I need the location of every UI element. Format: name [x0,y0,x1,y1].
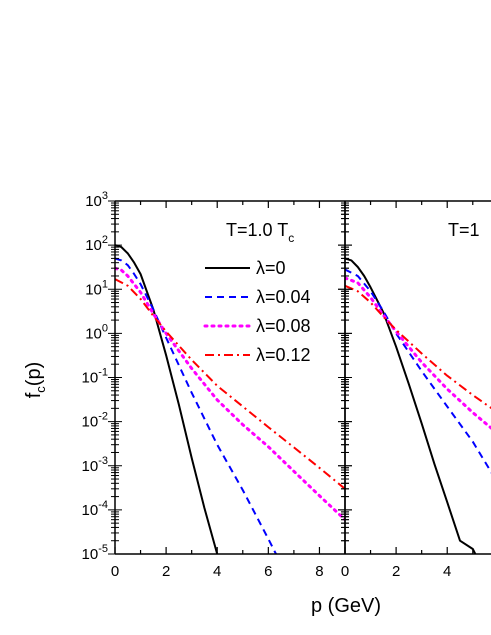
y-tick-label: 10-1 [82,367,108,387]
x-tick-label: 4 [443,563,451,580]
series-line-panel-2---0.08 [345,276,491,430]
y-tick-label: 102 [85,234,108,254]
x-tick-label: 8 [315,563,323,580]
y-axis-title-sub: c [33,386,48,393]
y-tick-label: 101 [85,278,108,298]
legend-entry-lambda-0: λ=0 [205,258,286,278]
series-line-panel-2---0.04 [345,268,491,474]
x-axis-title: p (GeV) [311,595,381,617]
series-line-panel-2---0.12 [345,284,491,410]
x-tick-label: 6 [264,563,272,580]
panel-1-series [115,244,345,554]
legend-label-lambda-0.04: λ=0.04 [256,287,311,307]
legend-label-lambda-0.08: λ=0.08 [256,316,311,336]
panel-2-title-main: T=1 [448,220,480,240]
legend-entry-lambda-0.12: λ=0.12 [205,345,311,365]
x-tick-label: 2 [392,563,400,580]
y-tick-label: 10-3 [82,455,108,475]
y-tick-label: 10-5 [82,543,108,563]
y-axis-title: fc(p) [23,362,48,399]
x-tick-label: 0 [341,563,349,580]
series-line-panel-1---0.08 [115,266,345,522]
legend: λ=0 λ=0.04 λ=0.08 λ=0.12 [203,258,311,365]
legend-entry-lambda-0.08: λ=0.08 [203,316,311,336]
panel-2-series [345,257,491,554]
panel-1-title: T=1.0 Tc [226,220,294,245]
legend-entry-lambda-0.04: λ=0.04 [205,287,311,307]
x-tick-label: 0 [111,563,119,580]
series-line-panel-1---0.12 [115,278,345,490]
y-axis-title-tail: (p) [23,362,45,386]
series-line-panel-1---0 [115,244,219,554]
x-tick-label: 2 [162,563,170,580]
legend-label-lambda-0: λ=0 [256,258,286,278]
series-line-panel-1---0.04 [115,257,277,554]
y-axis-title-main: f [23,392,45,398]
y-tick-label: 10-4 [82,499,108,519]
y-tick-label: 103 [85,190,108,210]
panel-1-title-main: T=1.0 T [226,220,288,240]
series-line-panel-2---0 [345,257,477,554]
panel-2-title: T=1 [448,220,480,240]
panel-1-title-sub: c [288,231,294,245]
x-tick-label: 4 [213,563,221,580]
legend-label-lambda-0.12: λ=0.12 [256,345,311,365]
y-tick-label: 10-2 [82,411,108,431]
y-tick-label: 100 [85,322,108,342]
